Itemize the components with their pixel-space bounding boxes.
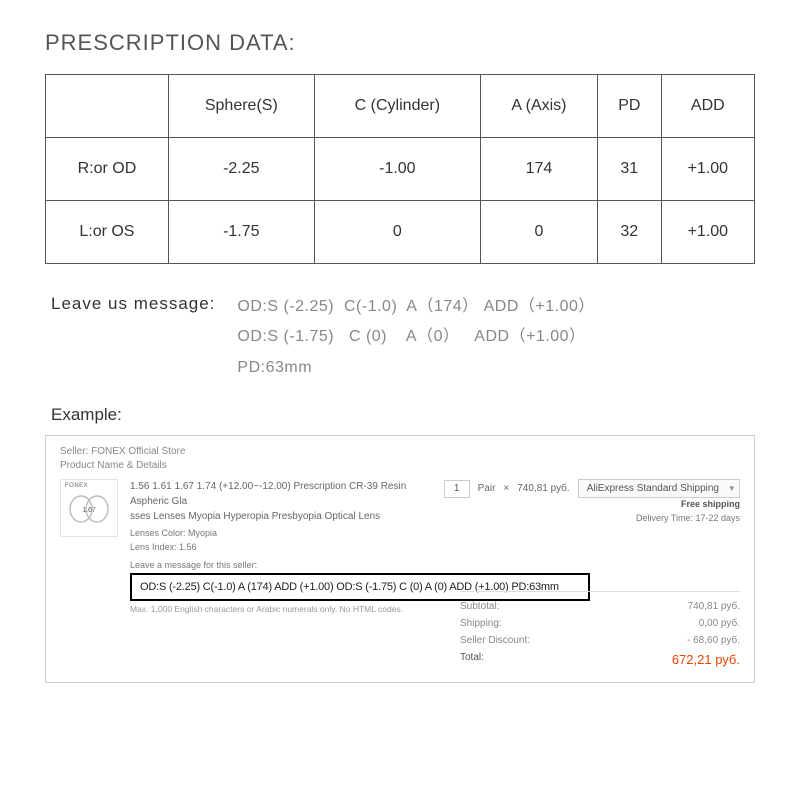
seller-line: Seller: FONEX Official Store: [60, 446, 740, 457]
shipping-label: Shipping:: [460, 618, 502, 629]
row-label-os: L:or OS: [46, 201, 169, 264]
row-label-od: R:or OD: [46, 138, 169, 201]
delivery-time: Delivery Time: 17-22 days: [636, 512, 740, 526]
unit-price: 740,81 руб.: [517, 483, 569, 494]
total-value: 672,21 руб.: [672, 652, 740, 667]
table-row: L:or OS -1.75 0 0 32 +1.00: [46, 201, 755, 264]
subtotal-label: Subtotal:: [460, 601, 499, 612]
cell: 31: [597, 138, 661, 201]
message-block: Leave us message: OD:S (-2.25) C(-1.0) A…: [45, 292, 755, 383]
example-label: Example:: [45, 405, 755, 425]
product-meta: Lens Index: 1.56: [130, 541, 432, 555]
cell: 32: [597, 201, 661, 264]
mult-sign: ×: [503, 483, 509, 494]
product-meta: Lenses Color: Myopia: [130, 527, 432, 541]
shipping-value: 0,00 руб.: [699, 618, 740, 629]
product-info: 1.56 1.61 1.67 1.74 (+12.00~-12.00) Pres…: [130, 479, 432, 554]
cell: +1.00: [661, 138, 754, 201]
subtotal-value: 740,81 руб.: [688, 601, 740, 612]
col-cylinder: C (Cylinder): [314, 75, 480, 138]
col-add: ADD: [661, 75, 754, 138]
col-blank: [46, 75, 169, 138]
cell: 0: [314, 201, 480, 264]
cell: +1.00: [661, 201, 754, 264]
prescription-table: Sphere(S) C (Cylinder) A (Axis) PD ADD R…: [45, 74, 755, 264]
table-header-row: Sphere(S) C (Cylinder) A (Axis) PD ADD: [46, 75, 755, 138]
order-totals: Subtotal:740,81 руб. Shipping:0,00 руб. …: [460, 591, 740, 670]
message-lines: OD:S (-2.25) C(-1.0) A（174） ADD（+1.00） O…: [237, 292, 594, 383]
thumb-brand: FONEX: [65, 483, 88, 489]
discount-label: Seller Discount:: [460, 635, 530, 646]
col-axis: A (Axis): [480, 75, 597, 138]
lens-icon: 1.67: [67, 491, 111, 525]
example-screenshot: Seller: FONEX Official Store Product Nam…: [45, 435, 755, 683]
free-shipping-label: Free shipping: [636, 498, 740, 512]
shipping-meta: Free shipping Delivery Time: 17-22 days: [636, 498, 740, 525]
product-name: 1.56 1.61 1.67 1.74 (+12.00~-12.00) Pres…: [130, 479, 432, 524]
shipping-select[interactable]: AliExpress Standard Shipping: [578, 479, 740, 498]
details-line: Product Name & Details: [60, 460, 740, 471]
svg-text:1.67: 1.67: [82, 507, 96, 514]
table-row: R:or OD -2.25 -1.00 174 31 +1.00: [46, 138, 755, 201]
cell: -1.00: [314, 138, 480, 201]
cell: 0: [480, 201, 597, 264]
col-pd: PD: [597, 75, 661, 138]
total-label: Total:: [460, 652, 484, 667]
seller-msg-label: Leave a message for this seller:: [130, 560, 740, 570]
message-label: Leave us message:: [51, 292, 215, 383]
discount-value: - 68,60 руб.: [687, 635, 740, 646]
product-thumb: FONEX 1.67: [60, 479, 118, 537]
col-sphere: Sphere(S): [168, 75, 314, 138]
page-title: PRESCRIPTION DATA:: [45, 30, 755, 56]
pair-label: Pair: [478, 483, 496, 494]
qty-input[interactable]: 1: [444, 480, 470, 498]
cell: -1.75: [168, 201, 314, 264]
cell: 174: [480, 138, 597, 201]
cell: -2.25: [168, 138, 314, 201]
